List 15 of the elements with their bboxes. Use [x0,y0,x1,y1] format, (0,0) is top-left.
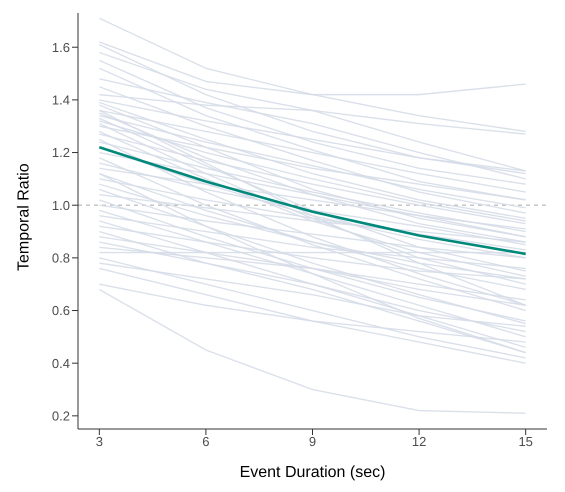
x-tick-label: 9 [308,434,316,450]
x-tick-label: 3 [96,434,103,450]
y-tick-label: 1.4 [52,92,70,108]
x-tick-label: 15 [518,434,533,450]
y-tick-label: 0.6 [52,303,70,318]
y-tick-label: 0.8 [52,250,70,266]
y-tick-label: 1.6 [52,40,70,55]
y-tick-label: 1.2 [52,145,70,160]
x-axis-title: Event Duration (sec) [240,464,386,481]
x-tick-label: 6 [202,434,210,450]
y-tick-label: 1.0 [52,198,70,213]
x-tick-label: 12 [412,434,426,450]
y-tick-label: 0.4 [52,356,70,371]
y-axis-title: Temporal Ratio [16,163,33,271]
y-tick-label: 0.2 [52,408,70,424]
